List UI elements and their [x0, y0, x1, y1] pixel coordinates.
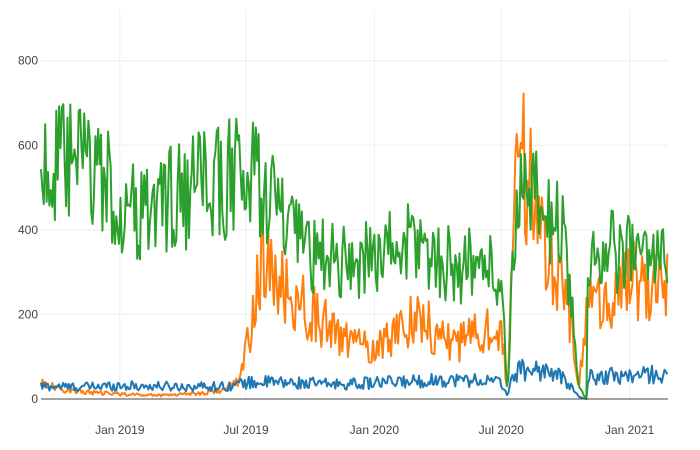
x-tick-label: Jan 2019 [95, 423, 145, 437]
series-line-0 [40, 358, 669, 400]
x-tick-label: Jan 2020 [350, 423, 400, 437]
x-tick-label: Jul 2020 [479, 423, 525, 437]
x-tick-label: Jul 2019 [223, 423, 269, 437]
x-tick-label: Jan 2021 [605, 423, 655, 437]
y-tick-label: 800 [18, 54, 38, 68]
series-lines [40, 92, 669, 400]
y-tick-label: 200 [18, 307, 38, 321]
y-tick-label: 0 [31, 392, 38, 406]
series-line-2 [40, 103, 669, 400]
grid [41, 10, 668, 399]
axes: Jan 2019 Jul 2019 Jan 2020 Jul 2020 Jan 2021… [18, 54, 668, 437]
y-tick-label: 600 [18, 138, 38, 152]
series-line-1 [40, 92, 669, 398]
y-tick-label: 400 [18, 223, 38, 237]
